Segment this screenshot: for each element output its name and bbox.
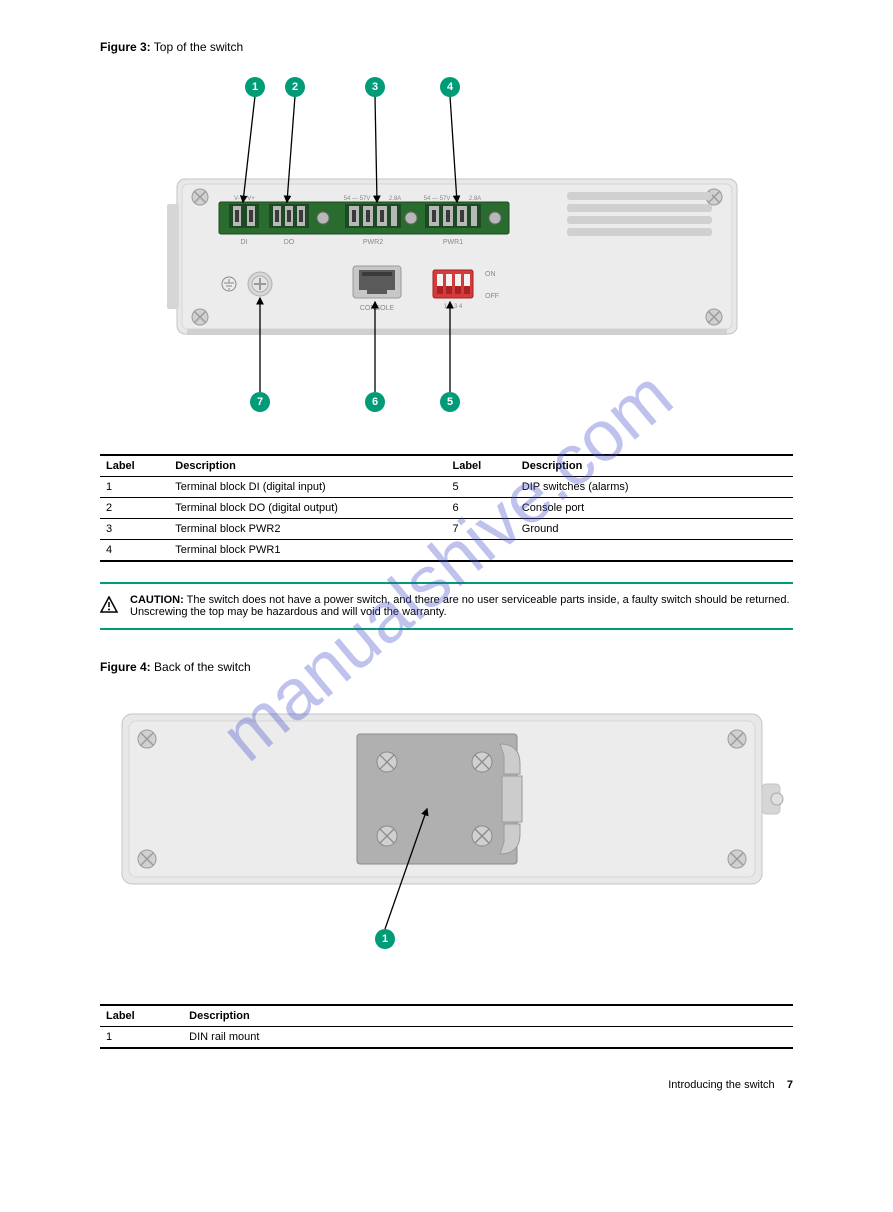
figure1-caption: Figure 3: Top of the switch: [100, 40, 793, 54]
table-row: Terminal block DO (digital output): [169, 498, 446, 519]
figure1-prefix: Figure 3:: [100, 40, 151, 54]
table-row: 5: [446, 477, 515, 498]
svg-text:OFF: OFF: [485, 293, 499, 300]
svg-text:CONSOLE: CONSOLE: [359, 305, 394, 312]
chassis-screw: [192, 189, 208, 205]
caution-text: The switch does not have a power switch,…: [130, 594, 790, 618]
caution-icon: [100, 596, 118, 614]
table-row: Terminal block PWR2: [169, 519, 446, 540]
svg-text:3: 3: [371, 81, 377, 93]
figure2-prefix: Figure 4:: [100, 660, 151, 674]
svg-text:V+: V+: [247, 196, 255, 202]
table-row: [446, 540, 515, 562]
console-port: CONSOLE: [353, 266, 401, 312]
table1-header: Label: [100, 455, 169, 477]
svg-text:DI: DI: [240, 239, 247, 246]
svg-text:54 — 57V: 54 — 57V: [343, 196, 370, 202]
svg-text:4: 4: [446, 81, 453, 93]
figure1-top-view: DI V- V+ DO PWR2 54 — 57V 2.8A: [137, 64, 757, 434]
svg-text:1 2 3 4: 1 2 3 4: [443, 304, 462, 310]
figure2-caption: Figure 4: Back of the switch: [100, 660, 793, 674]
page-footer: Introducing the switch 7: [100, 1079, 793, 1091]
svg-text:2.8A: 2.8A: [468, 196, 480, 202]
svg-text:V-: V-: [234, 196, 240, 202]
svg-text:PWR2: PWR2: [362, 239, 382, 246]
svg-text:1: 1: [381, 933, 387, 945]
svg-text:6: 6: [371, 396, 377, 408]
table-row: Console port: [516, 498, 793, 519]
svg-text:DO: DO: [283, 239, 294, 246]
table-row: Ground: [516, 519, 793, 540]
svg-text:5: 5: [446, 396, 452, 408]
svg-text:7: 7: [256, 396, 262, 408]
table-row: Terminal block PWR1: [169, 540, 446, 562]
figure1-title: Top of the switch: [154, 40, 243, 54]
table-row: 7: [446, 519, 515, 540]
svg-text:ON: ON: [485, 271, 496, 278]
table1-header: Label: [446, 455, 515, 477]
table-row: DIP switches (alarms): [516, 477, 793, 498]
table-row: 1: [100, 1027, 183, 1049]
table2-back-labels: Label Description 1 DIN rail mount: [100, 1004, 793, 1049]
svg-text:54 — 57V: 54 — 57V: [423, 196, 450, 202]
table2-header: Description: [183, 1005, 793, 1027]
figure2-back-view: 1: [102, 684, 792, 984]
figure2-title: Back of the switch: [154, 660, 251, 674]
footer-text: Introducing the switch: [668, 1079, 774, 1091]
table1-top-labels: Label Description Label Description 1 Te…: [100, 454, 793, 562]
table-row: Terminal block DI (digital input): [169, 477, 446, 498]
table-row: [516, 540, 793, 562]
caution-box: CAUTION: The switch does not have a powe…: [100, 582, 793, 630]
table-row: 6: [446, 498, 515, 519]
table-row: 4: [100, 540, 169, 562]
table1-header: Description: [169, 455, 446, 477]
table-row: 3: [100, 519, 169, 540]
svg-text:PWR1: PWR1: [442, 239, 462, 246]
ground-screw: [248, 272, 272, 296]
table2-header: Label: [100, 1005, 183, 1027]
caution-label: CAUTION:: [130, 594, 184, 606]
svg-text:2: 2: [291, 81, 297, 93]
footer-page: 7: [787, 1079, 793, 1091]
table-row: 2: [100, 498, 169, 519]
din-rail-mount: [357, 734, 522, 864]
chassis-screw: [192, 309, 208, 325]
svg-text:2.8A: 2.8A: [388, 196, 400, 202]
table-row: 1: [100, 477, 169, 498]
svg-text:1: 1: [251, 81, 257, 93]
table1-header: Description: [516, 455, 793, 477]
chassis-screw: [706, 309, 722, 325]
table-row: DIN rail mount: [183, 1027, 793, 1049]
